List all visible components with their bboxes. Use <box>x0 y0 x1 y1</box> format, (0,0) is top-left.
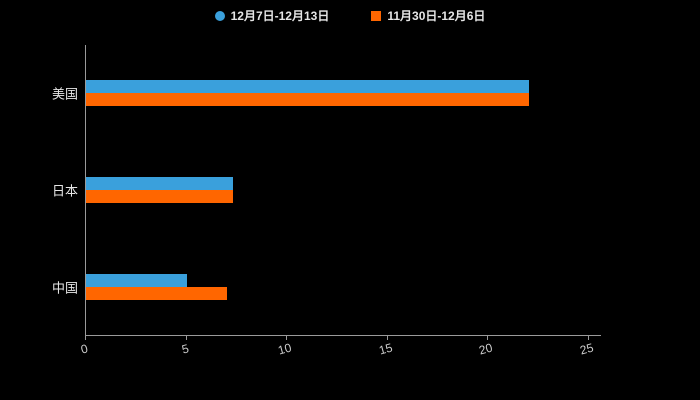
bar-12月7日-12月13日-美国 <box>86 80 529 93</box>
x-tick-label-10: 10 <box>276 340 293 358</box>
bar-11月30日-12月6日-日本 <box>86 190 233 203</box>
x-tick-mark-10 <box>286 336 287 340</box>
x-tick-label-15: 15 <box>377 340 394 358</box>
bar-12月7日-12月13日-中国 <box>86 274 187 287</box>
x-tick-label-25: 25 <box>578 340 595 358</box>
bar-11月30日-12月6日-中国 <box>86 287 227 300</box>
x-tick-label-20: 20 <box>477 340 494 358</box>
legend-marker-circle-icon <box>214 10 225 21</box>
legend-marker-square-icon <box>371 10 382 21</box>
y-axis-label-日本: 日本 <box>51 183 78 199</box>
legend-item-week2[interactable]: 12月7日-12月13日 <box>214 7 330 24</box>
x-tick-label-5: 5 <box>180 341 191 357</box>
x-tick-mark-0 <box>85 336 86 340</box>
x-tick-mark-15 <box>387 336 388 340</box>
plot-area <box>85 45 601 336</box>
x-tick-mark-5 <box>186 336 187 340</box>
legend-label-week2: 12月7日-12月13日 <box>230 9 330 23</box>
x-tick-label-0: 0 <box>79 341 90 357</box>
y-axis-label-美国: 美国 <box>51 86 78 102</box>
x-tick-mark-20 <box>487 336 488 340</box>
legend-label-week1: 11月30日-12月6日 <box>387 9 486 23</box>
chart-legend: 12月7日-12月13日 11月30日-12月6日 <box>0 7 700 24</box>
x-tick-mark-25 <box>588 336 589 340</box>
legend-item-week1[interactable]: 11月30日-12月6日 <box>371 7 485 24</box>
bar-11月30日-12月6日-美国 <box>86 93 529 106</box>
bar-12月7日-12月13日-日本 <box>86 177 233 190</box>
y-axis-label-中国: 中国 <box>51 280 78 296</box>
